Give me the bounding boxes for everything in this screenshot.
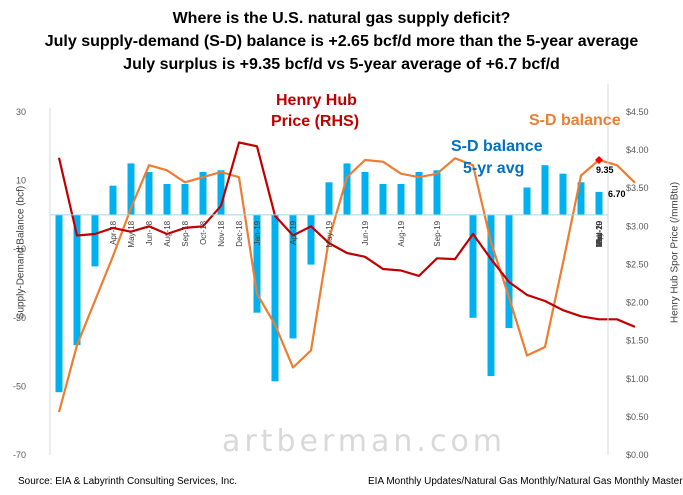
left-tick-label: 30 bbox=[16, 107, 26, 117]
sd-balance-line bbox=[57, 157, 636, 413]
latest-balance-label: 9.35 bbox=[596, 165, 614, 175]
bar bbox=[289, 214, 297, 339]
latest-balance-marker bbox=[595, 156, 603, 165]
right-tick-label: $0.50 bbox=[626, 412, 649, 422]
bar bbox=[523, 187, 531, 215]
bars-layer bbox=[55, 163, 603, 393]
bar bbox=[343, 163, 351, 215]
x-tick-label: Jun-19 bbox=[361, 220, 370, 245]
left-tick-label: -70 bbox=[13, 450, 26, 460]
x-tick-label: Jun-20 bbox=[595, 220, 604, 245]
bar bbox=[91, 214, 99, 267]
bar bbox=[181, 184, 189, 215]
x-tick-label: Apr-20 bbox=[595, 220, 604, 245]
x-tick-label: Mar-20 bbox=[595, 220, 604, 246]
right-tick-label: $0.00 bbox=[626, 450, 649, 460]
right-tick-label: $2.50 bbox=[626, 259, 649, 269]
x-tick-label: Nov-18 bbox=[217, 220, 226, 246]
x-tick-label: Apr-19 bbox=[289, 220, 298, 245]
axes-layer: 30 10 -10 -30 -50 -70 $4.50 $4.00 $3.50 $3.00 $2.5… bbox=[13, 84, 649, 460]
right-tick-label: $1.50 bbox=[626, 336, 649, 346]
right-tick-label: $4.00 bbox=[626, 145, 649, 155]
x-tick-label: Jun-18 bbox=[145, 220, 154, 245]
x-tick-label: Feb-20 bbox=[595, 220, 604, 246]
henry-hub-price-line bbox=[57, 141, 636, 328]
bar bbox=[55, 214, 63, 393]
bar bbox=[109, 185, 117, 215]
x-tick-label: Dec-18 bbox=[235, 220, 244, 246]
source-left: Source: EIA & Labyrinth Consulting Servi… bbox=[18, 476, 237, 487]
bar bbox=[199, 172, 207, 215]
right-tick-label: $1.00 bbox=[626, 374, 649, 384]
bar bbox=[379, 184, 387, 215]
right-axis-title: Henry Hub Spor Price (/mmBtu) bbox=[669, 181, 681, 324]
right-tick-label: $3.00 bbox=[626, 221, 649, 231]
bar bbox=[469, 214, 477, 318]
bar bbox=[163, 184, 171, 215]
bar bbox=[397, 184, 405, 215]
bar bbox=[415, 172, 423, 215]
x-tick-label: Apr-18 bbox=[109, 220, 118, 245]
right-tick-label: $4.50 bbox=[626, 107, 649, 117]
x-tick-label: Sep-18 bbox=[181, 220, 190, 246]
x-tick-label: Jan-19 bbox=[253, 220, 262, 245]
henry-hub-annotation-line-2: Price (RHS) bbox=[271, 113, 360, 130]
x-tick-label: Jan-20 bbox=[595, 220, 604, 245]
right-tick-label: $2.00 bbox=[626, 298, 649, 308]
x-tick-label: Jul-20 bbox=[595, 220, 604, 242]
x-tick-label: Sep-19 bbox=[433, 220, 442, 246]
lines-layer bbox=[57, 141, 636, 413]
chart-title-line-1: Where is the U.S. natural gas supply def… bbox=[172, 10, 511, 27]
bar bbox=[253, 214, 261, 313]
sd-balance-annotation: S-D balance bbox=[529, 112, 621, 129]
x-tick-label: May-20 bbox=[595, 220, 604, 247]
x-tick-label: May-18 bbox=[127, 220, 136, 247]
bar bbox=[487, 214, 495, 377]
bar bbox=[145, 172, 153, 215]
bar bbox=[127, 163, 135, 215]
watermark: artberman.com bbox=[222, 424, 507, 459]
x-tick-label: Aug-18 bbox=[163, 220, 172, 246]
bar bbox=[73, 214, 81, 346]
bar bbox=[595, 191, 603, 215]
bar bbox=[577, 182, 585, 215]
right-tick-label: $3.50 bbox=[626, 183, 649, 193]
latest-avg-label: 6.70 bbox=[608, 189, 626, 199]
bar bbox=[505, 214, 513, 329]
x-tick-label: Aug-19 bbox=[397, 220, 406, 246]
left-axis-title: Supply-Demand Balance (bcf) bbox=[15, 185, 27, 320]
left-tick-label: -10 bbox=[13, 244, 26, 254]
x-tick-label: May-19 bbox=[325, 220, 334, 247]
x-tick-label: Nov-19 bbox=[595, 220, 604, 246]
bar bbox=[325, 182, 333, 215]
sd-avg-annotation-line-2: 5-yr avg bbox=[463, 160, 525, 177]
x-tick-label: Oct-19 bbox=[595, 220, 604, 245]
chart-title-line-2: July supply-demand (S-D) balance is +2.6… bbox=[44, 33, 639, 50]
left-tick-label: 10 bbox=[16, 176, 26, 186]
sd-avg-annotation-line-1: S-D balance bbox=[451, 138, 543, 155]
source-right: EIA Monthly Updates/Natural Gas Monthly/… bbox=[368, 476, 683, 487]
chart-title-line-3: July surplus is +9.35 bcf/d vs 5-year av… bbox=[123, 56, 560, 73]
bar bbox=[307, 214, 315, 265]
bar bbox=[433, 170, 441, 215]
left-tick-label: -50 bbox=[13, 381, 26, 391]
bar bbox=[541, 165, 549, 215]
bar bbox=[217, 170, 225, 215]
bar bbox=[361, 172, 369, 215]
bar bbox=[271, 214, 279, 382]
x-tick-label: Oct-18 bbox=[199, 220, 208, 245]
bar bbox=[559, 173, 567, 215]
henry-hub-annotation-line-1: Henry Hub bbox=[276, 92, 357, 109]
left-tick-label: -30 bbox=[13, 313, 26, 323]
